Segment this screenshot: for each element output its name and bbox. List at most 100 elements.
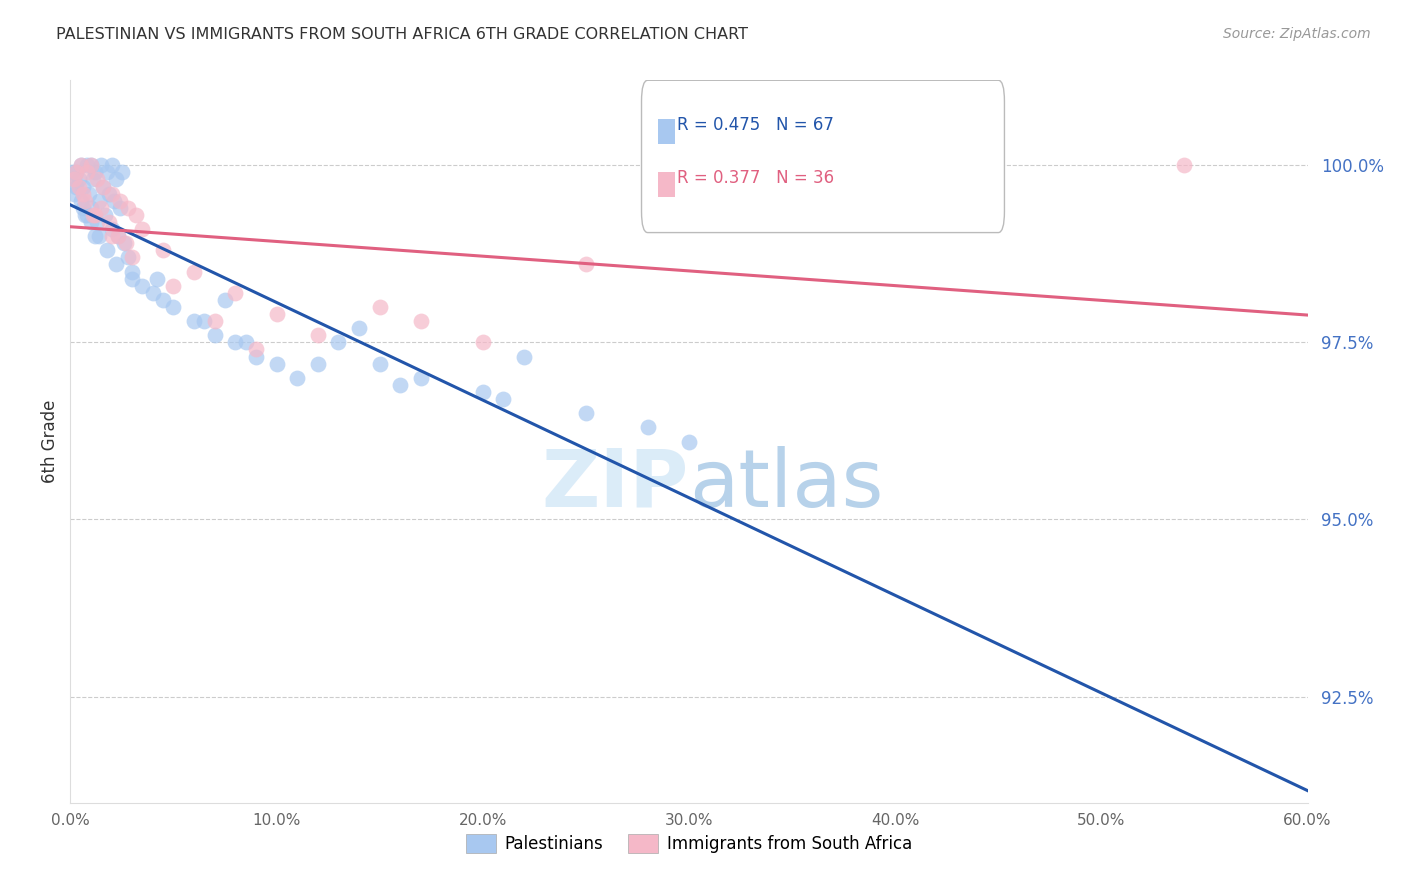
Point — [471, 384, 494, 399]
Point — [107, 229, 129, 244]
Point — [575, 257, 598, 271]
Text: R = 0.475   N = 67: R = 0.475 N = 67 — [676, 116, 834, 134]
FancyBboxPatch shape — [641, 80, 1004, 233]
Point — [77, 186, 100, 201]
Point — [131, 278, 153, 293]
Point — [86, 172, 108, 186]
Point — [84, 165, 107, 179]
Point — [328, 335, 350, 350]
Point — [409, 314, 432, 328]
Point — [67, 172, 90, 186]
Point — [125, 208, 148, 222]
Text: ZIP: ZIP — [541, 446, 689, 524]
Point — [307, 328, 329, 343]
Point — [152, 244, 174, 258]
Point — [575, 406, 598, 420]
Point — [84, 229, 107, 244]
Point — [678, 434, 700, 449]
Point — [100, 229, 122, 244]
Point — [637, 420, 659, 434]
Point — [65, 165, 87, 179]
Text: Source: ZipAtlas.com: Source: ZipAtlas.com — [1223, 27, 1371, 41]
FancyBboxPatch shape — [658, 172, 675, 197]
Point — [69, 158, 91, 172]
Point — [96, 165, 118, 179]
Point — [117, 251, 139, 265]
Point — [347, 321, 370, 335]
Point — [285, 371, 308, 385]
Point — [103, 194, 125, 208]
Point — [245, 350, 267, 364]
Point — [307, 357, 329, 371]
Point — [112, 236, 135, 251]
Point — [63, 172, 86, 186]
Point — [1173, 158, 1195, 172]
Point — [90, 158, 112, 172]
Point — [86, 215, 108, 229]
Point — [100, 158, 122, 172]
Point — [98, 186, 121, 201]
Point — [193, 314, 215, 328]
Point — [80, 158, 103, 172]
Point — [121, 264, 143, 278]
Point — [204, 328, 226, 343]
Point — [115, 236, 138, 251]
Point — [245, 343, 267, 357]
Point — [368, 300, 391, 314]
Point — [91, 179, 114, 194]
Point — [76, 158, 98, 172]
Point — [121, 251, 143, 265]
Point — [72, 201, 94, 215]
Point — [104, 172, 127, 186]
Point — [89, 194, 111, 208]
Point — [513, 350, 536, 364]
Point — [368, 357, 391, 371]
Point — [80, 215, 103, 229]
Point — [63, 186, 86, 201]
Point — [162, 278, 184, 293]
Point — [107, 229, 129, 244]
Point — [224, 335, 246, 350]
FancyBboxPatch shape — [658, 120, 675, 144]
Point — [90, 201, 112, 215]
Point — [471, 335, 494, 350]
Point — [266, 307, 288, 321]
Point — [60, 165, 83, 179]
Point — [104, 257, 127, 271]
Point — [69, 158, 91, 172]
Point — [121, 271, 143, 285]
Point — [204, 314, 226, 328]
Point — [73, 208, 96, 222]
Point — [63, 172, 86, 186]
Point — [235, 335, 257, 350]
Point — [98, 215, 121, 229]
Point — [146, 271, 169, 285]
Point — [72, 179, 94, 194]
Point — [84, 208, 107, 222]
Point — [65, 179, 87, 194]
Point — [89, 229, 111, 244]
Point — [100, 222, 122, 236]
Point — [183, 314, 205, 328]
Point — [183, 264, 205, 278]
Point — [100, 186, 122, 201]
Point — [117, 201, 139, 215]
Point — [152, 293, 174, 307]
Point — [224, 285, 246, 300]
Point — [492, 392, 515, 406]
Point — [96, 244, 118, 258]
Point — [72, 186, 94, 201]
Point — [162, 300, 184, 314]
Point — [73, 194, 96, 208]
Point — [108, 194, 131, 208]
Point — [389, 377, 412, 392]
Text: atlas: atlas — [689, 446, 883, 524]
Legend: Palestinians, Immigrants from South Africa: Palestinians, Immigrants from South Afri… — [460, 827, 918, 860]
Point — [91, 179, 114, 194]
Text: PALESTINIAN VS IMMIGRANTS FROM SOUTH AFRICA 6TH GRADE CORRELATION CHART: PALESTINIAN VS IMMIGRANTS FROM SOUTH AFR… — [56, 27, 748, 42]
Point — [76, 208, 98, 222]
Y-axis label: 6th Grade: 6th Grade — [41, 400, 59, 483]
Point — [67, 179, 90, 194]
Point — [142, 285, 165, 300]
Point — [108, 201, 131, 215]
